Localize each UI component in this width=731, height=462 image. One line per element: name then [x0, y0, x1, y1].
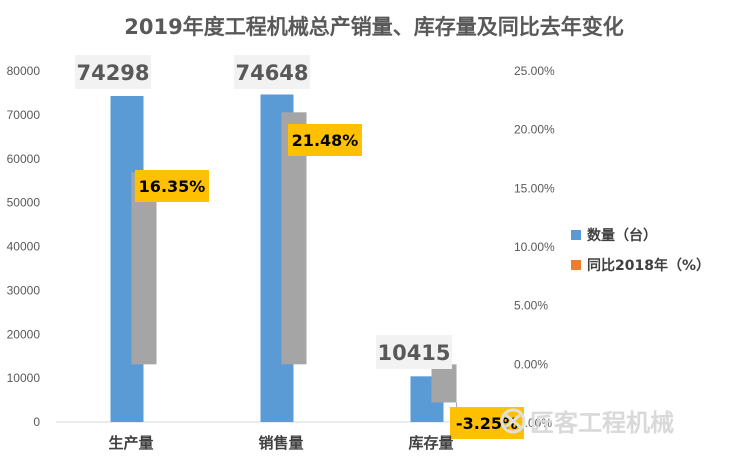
category-labels: 生产量 销售量 库存量 — [108, 434, 453, 452]
left-axis: 0 10000 20000 30000 40000 50000 60000 70000 8000… — [7, 64, 41, 429]
left-tick-label: 70000 — [7, 108, 41, 122]
watermark: 匠客工程机械 — [500, 408, 674, 437]
yoy-bar — [431, 364, 457, 403]
watermark-logo-icon — [500, 408, 526, 434]
value-label: 74648 — [235, 61, 308, 85]
left-tick-label: 50000 — [7, 196, 41, 210]
legend-swatch — [571, 260, 581, 270]
value-label-box — [75, 55, 151, 89]
right-tick-label: 15.00% — [514, 181, 555, 195]
left-tick-label: 80000 — [7, 64, 41, 78]
value-label-box — [234, 55, 310, 89]
left-tick-label: 10000 — [7, 371, 41, 385]
right-tick-label: 0.00% — [514, 357, 548, 371]
percent-label: 21.48% — [292, 131, 359, 150]
left-tick-label: 20000 — [7, 327, 41, 341]
right-tick-label: 5.00% — [514, 299, 548, 313]
legend: 数量（台） 同比2018年（%） — [571, 227, 710, 274]
left-tick-label: 0 — [33, 415, 40, 429]
watermark-text: 匠客工程机械 — [530, 409, 674, 437]
category-label: 库存量 — [408, 434, 453, 452]
right-tick-label: 10.00% — [514, 240, 555, 254]
value-label: 74298 — [76, 61, 149, 85]
left-tick-label: 30000 — [7, 283, 41, 297]
percent-label: 16.35% — [139, 177, 206, 196]
value-label-box — [376, 335, 452, 369]
right-tick-label: 25.00% — [514, 64, 555, 78]
right-tick-label: 20.00% — [514, 123, 555, 137]
chart-title: 2019年度工程机械总产销量、库存量及同比去年变化 — [124, 15, 623, 39]
yoy-bar — [131, 172, 157, 365]
percent-label-box — [288, 124, 362, 156]
left-tick-label: 60000 — [7, 152, 41, 166]
percent-label-box — [135, 170, 209, 202]
legend-label: 数量（台） — [587, 227, 657, 244]
category-label: 生产量 — [108, 434, 153, 452]
legend-swatch — [571, 230, 581, 240]
category-label: 销售量 — [258, 434, 303, 452]
legend-label: 同比2018年（%） — [587, 257, 710, 274]
left-tick-label: 40000 — [7, 240, 41, 254]
right-axis: -5.00%0.00%5.00%10.00%15.00%20.00%25.00% — [514, 64, 555, 430]
value-label: 10415 — [377, 341, 450, 365]
